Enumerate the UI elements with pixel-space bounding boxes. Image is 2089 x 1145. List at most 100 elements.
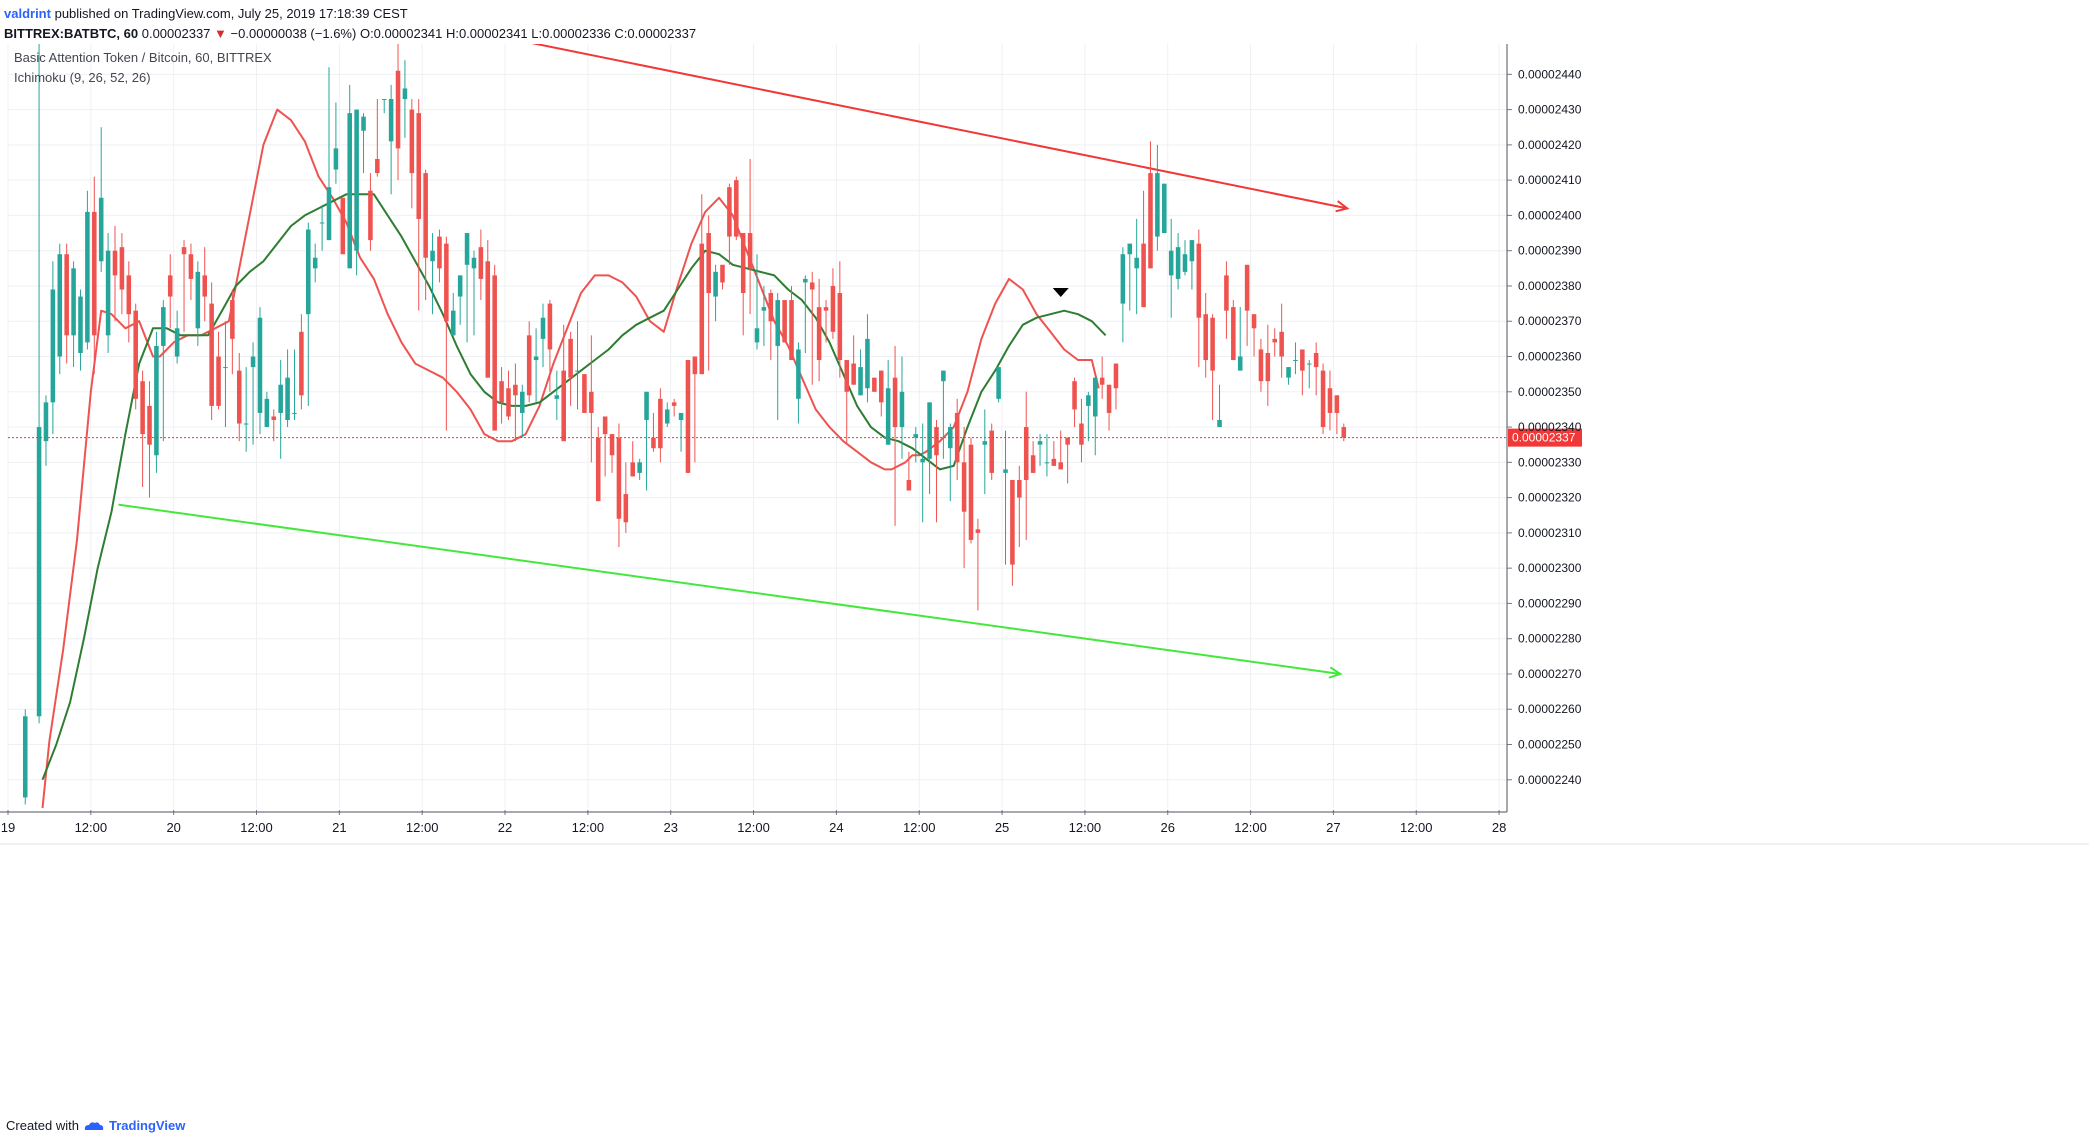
candle-body bbox=[195, 271, 201, 329]
x-tick-label: 25 bbox=[995, 820, 1009, 835]
candle-down bbox=[236, 352, 242, 442]
candle-up bbox=[803, 275, 808, 353]
y-tick-label: 0.00002440 bbox=[1518, 67, 1582, 81]
candle-up bbox=[927, 402, 932, 495]
candle-body bbox=[478, 247, 484, 279]
candle-body bbox=[768, 293, 774, 322]
y-tick-label: 0.00002390 bbox=[1518, 244, 1582, 258]
candle-body bbox=[423, 173, 428, 258]
x-tick-label: 27 bbox=[1326, 820, 1340, 835]
tradingview-brand[interactable]: TradingView bbox=[108, 1118, 186, 1133]
candle-body bbox=[216, 356, 221, 406]
candle-down bbox=[968, 437, 974, 544]
author-link[interactable]: valdrint bbox=[4, 6, 51, 21]
candle-body bbox=[575, 370, 580, 372]
candle-up bbox=[1155, 144, 1160, 251]
candle-body bbox=[140, 381, 145, 435]
candle-body bbox=[1113, 363, 1119, 389]
candle-down bbox=[547, 300, 553, 392]
down-arrow-marker-icon bbox=[1052, 288, 1069, 298]
candle-down bbox=[216, 331, 221, 410]
y-tick-label: 0.00002320 bbox=[1518, 491, 1582, 505]
y-tick-label: 0.00002360 bbox=[1518, 350, 1582, 364]
candle-up bbox=[195, 261, 201, 346]
candle-down bbox=[623, 462, 629, 533]
candle-up bbox=[36, 44, 42, 724]
candle-body bbox=[789, 300, 794, 361]
candle-up bbox=[292, 349, 297, 420]
candle-up bbox=[98, 127, 104, 272]
candle-down bbox=[340, 197, 346, 255]
candle-body bbox=[409, 109, 415, 174]
candle-up bbox=[333, 102, 339, 184]
candle-body bbox=[1313, 352, 1319, 368]
chart-title: Basic Attention Token / Bitcoin, 60, BIT… bbox=[14, 50, 272, 65]
candle-up bbox=[1217, 384, 1222, 428]
candle-up bbox=[450, 293, 456, 336]
candle-body bbox=[975, 529, 981, 533]
candle-body bbox=[1237, 356, 1243, 371]
candle-body bbox=[133, 310, 138, 399]
candle-down bbox=[1265, 324, 1271, 406]
candle-body bbox=[450, 310, 456, 336]
last-price-label: 0.00002337 bbox=[1512, 431, 1576, 445]
x-tick-label: 12:00 bbox=[240, 820, 273, 835]
candle-body bbox=[278, 384, 283, 413]
candle-up bbox=[326, 67, 332, 241]
candle-down bbox=[167, 254, 173, 329]
candle-body bbox=[1265, 352, 1271, 382]
candle-body bbox=[395, 70, 401, 149]
candle-body bbox=[837, 293, 843, 361]
candle-body bbox=[167, 275, 173, 297]
candle-up bbox=[796, 342, 801, 424]
candle-up bbox=[982, 409, 988, 495]
candle-body bbox=[982, 441, 988, 445]
candle-body bbox=[1155, 173, 1160, 237]
candle-down bbox=[1023, 391, 1029, 540]
candle-body bbox=[57, 254, 63, 357]
candle-body bbox=[1210, 317, 1215, 371]
candle-body bbox=[1072, 381, 1077, 410]
candle-body bbox=[1051, 458, 1057, 466]
candlestick-chart[interactable]: 0.00002337 0.00002240 0.00002250 0.0000226… bbox=[0, 44, 2089, 1114]
candle-down bbox=[126, 261, 132, 343]
candle-body bbox=[181, 247, 187, 255]
candle-body bbox=[1189, 240, 1195, 262]
candle-body bbox=[112, 250, 118, 276]
candle-body bbox=[533, 356, 539, 361]
candle-down bbox=[1300, 349, 1305, 396]
last-price: 0.00002337 bbox=[141, 26, 211, 41]
candle-layer bbox=[22, 44, 1347, 805]
candle-body bbox=[713, 271, 718, 297]
x-tick-label: 12:00 bbox=[75, 820, 108, 835]
candle-body bbox=[1196, 243, 1202, 318]
candle-down bbox=[906, 451, 912, 491]
candle-body bbox=[1141, 243, 1146, 308]
candle-up bbox=[664, 402, 670, 428]
candle-body bbox=[1037, 441, 1043, 445]
candle-down bbox=[478, 229, 484, 301]
candle-up bbox=[154, 331, 159, 473]
candle-body bbox=[775, 300, 780, 346]
candle-up bbox=[1189, 240, 1195, 290]
candle-down bbox=[513, 363, 518, 442]
candle-down bbox=[706, 215, 711, 371]
candle-up bbox=[347, 84, 352, 269]
candle-down bbox=[1065, 437, 1070, 484]
candle-body bbox=[568, 338, 573, 378]
candle-down bbox=[816, 278, 822, 382]
candle-body bbox=[851, 363, 856, 385]
candle-down bbox=[1203, 293, 1208, 378]
candle-body bbox=[85, 211, 90, 343]
indicator-label: Ichimoku (9, 26, 52, 26) bbox=[14, 70, 151, 85]
candle-down bbox=[299, 314, 304, 410]
candle-body bbox=[658, 398, 663, 449]
candle-body bbox=[989, 430, 994, 473]
candle-up bbox=[264, 391, 270, 428]
candle-down bbox=[568, 331, 573, 406]
candle-up bbox=[22, 709, 28, 805]
candle-down bbox=[147, 381, 152, 498]
candle-body bbox=[1175, 247, 1181, 279]
candle-up bbox=[174, 310, 180, 364]
candle-body bbox=[1120, 254, 1126, 304]
